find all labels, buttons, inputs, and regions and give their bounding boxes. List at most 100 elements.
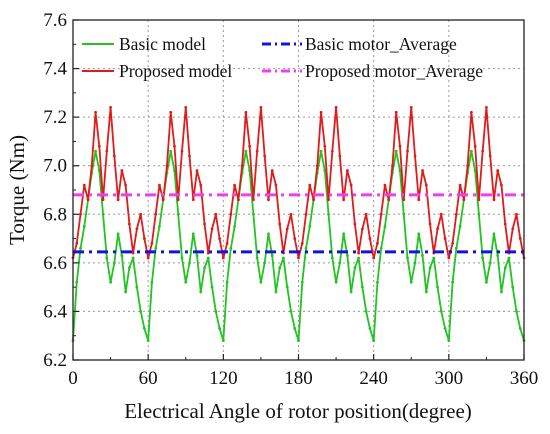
data-point-proposed-model	[278, 222, 282, 226]
y-tick-label: 7.0	[43, 156, 67, 177]
data-point-basic-model	[176, 212, 180, 216]
data-point-proposed-model	[203, 222, 206, 226]
y-tick-label: 7.4	[43, 59, 67, 80]
y-axis-title: Torque (Nm)	[5, 135, 29, 245]
data-point-basic-model	[406, 256, 409, 260]
data-point-proposed-model	[188, 154, 191, 158]
data-point-proposed-model	[139, 212, 143, 216]
data-point-basic-model	[195, 254, 199, 257]
data-point-proposed-model	[304, 212, 308, 216]
data-point-proposed-model	[176, 198, 180, 202]
data-point-proposed-model	[488, 154, 492, 158]
data-point-proposed-model	[330, 149, 334, 153]
data-point-proposed-model	[135, 227, 139, 231]
data-point-proposed-model	[473, 144, 477, 148]
data-point-proposed-model	[221, 256, 225, 260]
data-point-proposed-model	[79, 212, 82, 216]
data-point-proposed-model	[338, 154, 342, 158]
data-point-proposed-model	[515, 212, 518, 216]
data-point-basic-model	[338, 261, 342, 265]
data-point-proposed-model	[454, 212, 458, 216]
data-point-proposed-model	[394, 110, 398, 114]
data-point-proposed-model	[218, 237, 221, 240]
data-point-proposed-model	[143, 237, 146, 240]
y-tick-label: 6.6	[43, 253, 67, 274]
data-point-basic-model	[300, 280, 304, 284]
legend-label-proposed-average: Proposed motor_Average	[305, 61, 483, 81]
data-point-proposed-model	[406, 149, 409, 153]
data-point-proposed-model	[109, 106, 112, 109]
data-point-proposed-model	[424, 183, 428, 187]
data-point-proposed-model	[402, 198, 406, 202]
data-point-proposed-model	[214, 212, 218, 216]
legend-label-basic-average: Basic motor_Average	[305, 34, 457, 54]
data-point-proposed-model	[477, 198, 481, 202]
data-point-proposed-model	[458, 183, 462, 187]
data-point-basic-model	[203, 266, 206, 270]
data-point-basic-model	[323, 169, 327, 172]
data-point-basic-model	[109, 280, 112, 284]
data-point-proposed-model	[451, 242, 454, 245]
data-point-proposed-model	[447, 256, 451, 260]
y-tick-label: 6.2	[43, 350, 67, 371]
x-tick-label: 240	[359, 368, 388, 389]
data-point-proposed-model	[146, 256, 150, 260]
data-point-basic-model	[383, 225, 387, 228]
data-point-proposed-model	[199, 183, 203, 187]
data-point-proposed-model	[372, 256, 376, 260]
data-point-basic-model	[428, 266, 432, 270]
data-point-basic-model	[150, 280, 154, 284]
data-point-proposed-model	[312, 198, 315, 202]
data-point-basic-model	[492, 232, 496, 236]
data-point-proposed-model	[285, 227, 289, 231]
data-point-basic-model	[127, 266, 131, 270]
data-point-basic-model	[432, 256, 436, 260]
x-tick-label: 180	[284, 368, 313, 389]
data-point-basic-model	[259, 280, 263, 284]
data-point-proposed-model	[293, 237, 297, 240]
data-point-basic-model	[515, 310, 518, 313]
data-point-basic-model	[507, 256, 511, 260]
data-point-proposed-model	[368, 237, 372, 240]
x-tick-label: 60	[139, 368, 158, 389]
data-point-basic-model	[349, 290, 353, 294]
data-point-basic-model	[488, 261, 492, 265]
data-point-basic-model	[357, 256, 361, 260]
data-point-basic-model	[518, 327, 522, 330]
data-point-basic-model	[184, 280, 188, 284]
data-point-basic-model	[233, 225, 237, 228]
data-point-proposed-model	[300, 242, 304, 245]
data-point-basic-model	[398, 169, 402, 172]
data-point-basic-model	[143, 327, 146, 330]
data-point-proposed-model	[124, 183, 128, 187]
data-point-basic-model	[248, 169, 252, 172]
data-point-basic-model	[221, 339, 225, 342]
data-point-proposed-model	[327, 198, 330, 202]
data-point-proposed-model	[428, 222, 432, 226]
data-point-proposed-model	[270, 169, 274, 172]
data-point-proposed-model	[116, 198, 120, 202]
data-point-basic-model	[330, 256, 334, 260]
data-point-proposed-model	[180, 149, 184, 153]
data-point-basic-model	[394, 149, 398, 153]
data-point-basic-model	[376, 280, 379, 284]
y-tick-label: 7.6	[43, 10, 67, 31]
data-point-proposed-model	[297, 256, 300, 260]
data-point-basic-model	[364, 310, 368, 313]
data-point-proposed-model	[240, 164, 244, 168]
data-point-proposed-model	[127, 222, 131, 226]
data-point-basic-model	[173, 169, 176, 172]
data-point-proposed-model	[398, 144, 402, 148]
data-point-basic-model	[278, 266, 282, 270]
data-point-proposed-model	[511, 227, 515, 231]
data-point-basic-model	[97, 169, 101, 172]
data-point-basic-model	[124, 290, 128, 294]
data-point-basic-model	[473, 169, 477, 172]
data-point-proposed-model	[376, 242, 379, 245]
data-point-proposed-model	[421, 169, 424, 172]
data-point-basic-model	[413, 261, 417, 265]
data-point-proposed-model	[131, 251, 135, 255]
data-point-basic-model	[146, 339, 150, 342]
data-point-basic-model	[368, 327, 372, 330]
data-point-basic-model	[274, 290, 278, 294]
